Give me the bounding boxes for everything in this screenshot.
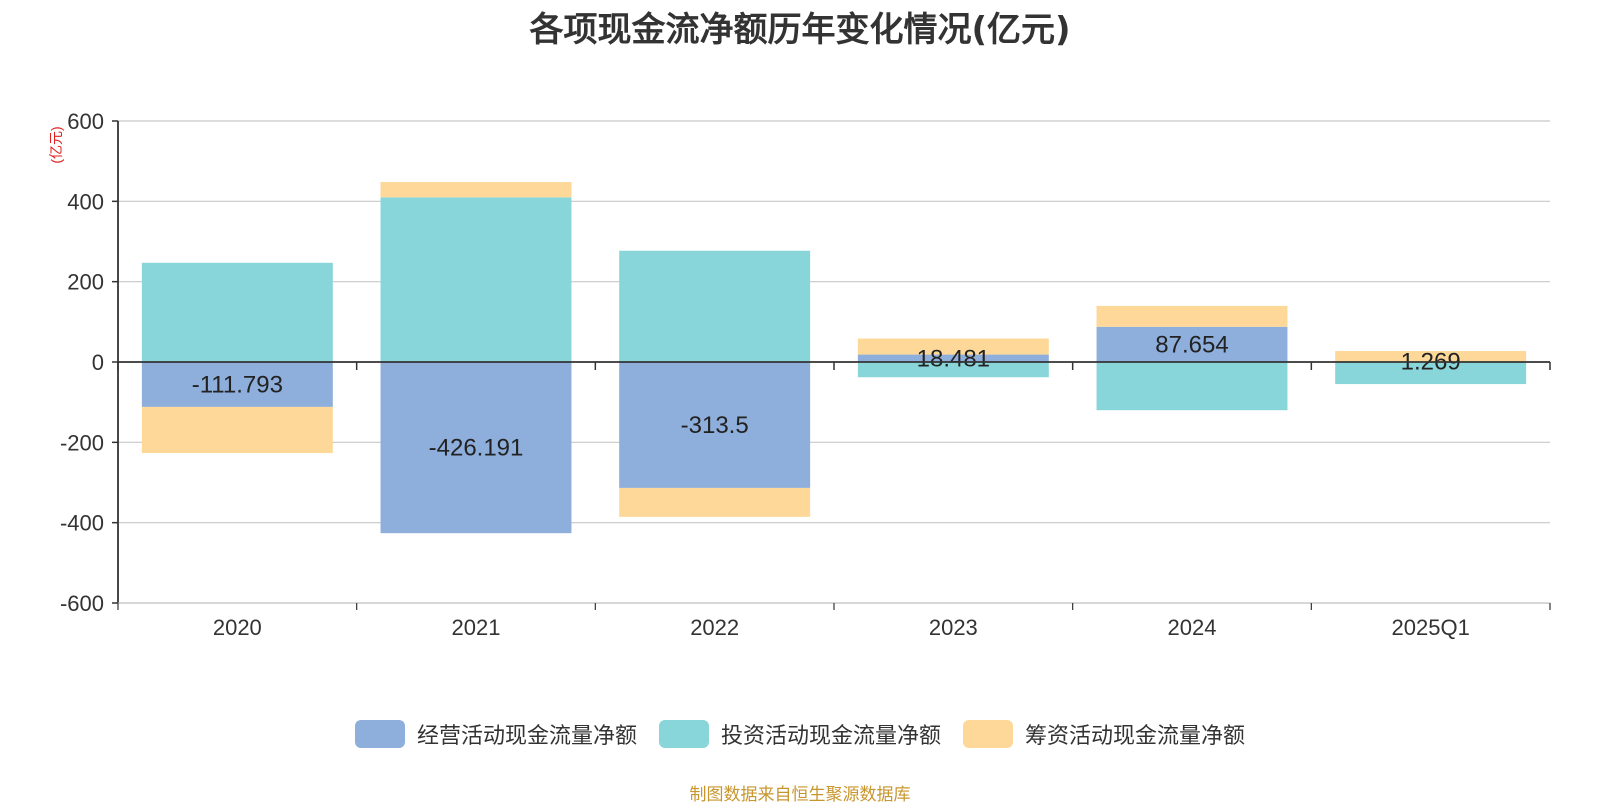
bar-segment [141, 262, 333, 362]
bar-segment [1096, 305, 1288, 327]
bar-segment [141, 362, 333, 407]
bar-segment [380, 182, 572, 198]
source-note: 制图数据来自恒生聚源数据库 [689, 785, 911, 805]
x-tick-label: 2020 [213, 615, 262, 640]
axes: 600 400 200 0 -200 -400 -600 2020 2021 2022 2023 20… [60, 109, 1551, 640]
x-tick-label: 2021 [452, 615, 501, 640]
x-tick-label: 2024 [1168, 615, 1217, 640]
legend-swatch [658, 720, 709, 748]
y-tick-label: -200 [60, 430, 104, 455]
bar-segment [857, 338, 1049, 355]
data-label: 87.654 [1155, 331, 1228, 358]
legend-label: 投资活动现金流量净额 [720, 724, 941, 749]
bar-segment [1096, 326, 1288, 362]
chart-title: 各项现金流净额历年变化情况(亿元) [529, 10, 1071, 50]
bar-segment [380, 197, 572, 362]
legend-item-operating[interactable]: 经营活动现金流量净额 [354, 718, 637, 750]
x-tick-label: 2023 [929, 615, 978, 640]
bar-segment [619, 250, 811, 362]
bar-segment [619, 362, 811, 488]
bar-segment [857, 362, 1049, 378]
bar-segment [1335, 362, 1527, 385]
bar-segment [857, 354, 1049, 362]
y-tick-label: 200 [67, 270, 104, 295]
y-axis-unit: (亿元) [48, 126, 64, 163]
data-label: 18.481 [917, 345, 990, 372]
y-tick-label: 0 [92, 350, 104, 375]
bar-segment [619, 487, 811, 517]
x-tick-label: 2022 [690, 615, 739, 640]
legend-item-financing[interactable]: 筹资活动现金流量净额 [963, 718, 1245, 750]
data-label: -313.5 [681, 412, 749, 439]
data-label: -426.191 [429, 435, 524, 462]
bars [141, 182, 1527, 534]
y-tick-label: -400 [60, 511, 104, 536]
legend-item-investing[interactable]: 投资活动现金流量净额 [658, 718, 941, 750]
bar-segment [141, 406, 333, 454]
y-tick-label: -600 [60, 591, 104, 616]
legend: 经营活动现金流量净额 投资活动现金流量净额 筹资活动现金流量净额 [0, 718, 1600, 750]
bar-segment [380, 362, 572, 534]
data-label: -111.793 [192, 371, 283, 398]
bar-segment [1096, 362, 1288, 411]
legend-label: 经营活动现金流量净额 [416, 724, 637, 749]
x-tick-label: 2025Q1 [1392, 615, 1470, 640]
legend-label: 筹资活动现金流量净额 [1025, 724, 1246, 749]
legend-swatch [963, 720, 1013, 748]
legend-swatch [354, 720, 405, 748]
y-tick-label: 600 [67, 109, 104, 134]
y-tick-label: 400 [67, 189, 104, 214]
bar-segment [1335, 351, 1527, 362]
